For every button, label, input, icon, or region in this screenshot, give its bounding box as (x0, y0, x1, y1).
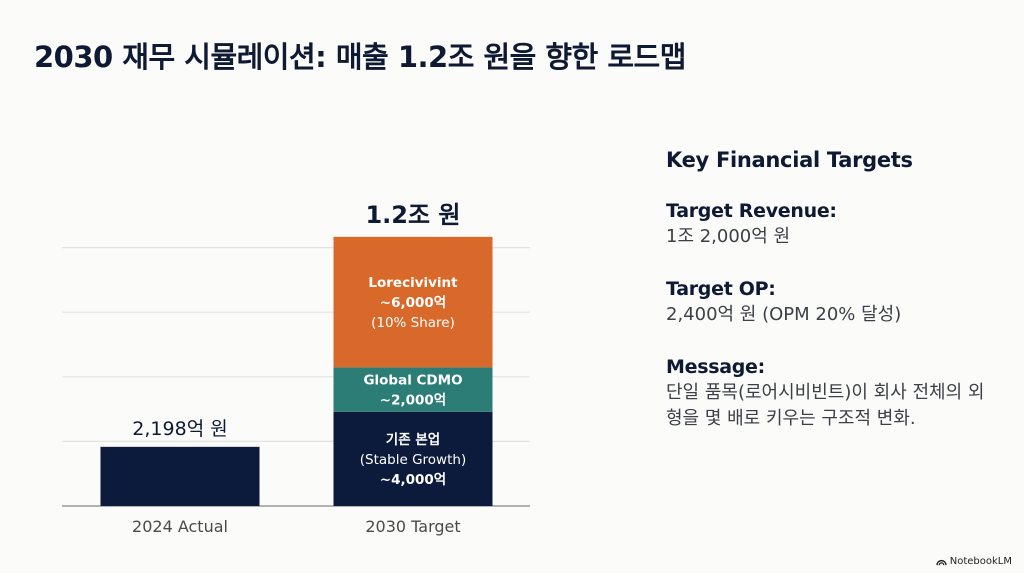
target-op-label: Target OP: (666, 278, 776, 300)
x-tick-label: 2030 Target (365, 517, 460, 536)
targets-heading: Key Financial Targets (666, 148, 913, 172)
target-revenue-label: Target Revenue: (666, 200, 837, 222)
notebooklm-watermark: NotebookLM (936, 556, 1012, 567)
segment-label: ~2,000억 (380, 393, 446, 409)
bar-total-label: 1.2조 원 (365, 201, 460, 229)
segment-label: Global CDMO (363, 373, 462, 389)
segment-label: ~6,000억 (380, 295, 446, 311)
key-financial-targets: Key Financial Targets Target Revenue: 1조… (666, 148, 1006, 432)
target-revenue-block: Target Revenue: 1조 2,000억 원 (666, 198, 1006, 250)
message-block: Message: 단일 품목(로어시비빈트)이 회사 전체의 외형을 몇 배로 … (666, 354, 1006, 432)
segment-label: ~4,000억 (380, 472, 446, 488)
notebooklm-logo-icon (936, 559, 947, 566)
message-label: Message: (666, 356, 765, 378)
target-op-value: 2,400억 원 (OPM 20% 달성) (666, 304, 902, 325)
bar-segment (333, 367, 493, 412)
target-op-block: Target OP: 2,400억 원 (OPM 20% 달성) (666, 276, 1006, 328)
segment-label: Lorecivivint (368, 275, 458, 291)
target-revenue-value: 1조 2,000억 원 (666, 226, 791, 247)
bar-segment (100, 446, 260, 506)
page-title: 2030 재무 시뮬레이션: 매출 1.2조 원을 향한 로드맵 (34, 40, 686, 74)
message-value: 단일 품목(로어시비빈트)이 회사 전체의 외형을 몇 배로 키우는 구조적 변… (666, 382, 985, 429)
bar-total-label: 2,198억 원 (132, 418, 227, 440)
segment-label: (10% Share) (371, 315, 455, 331)
revenue-bar-chart: 2,198억 원 2024 Actual 기존 본업 (Stable Growth) ~… (62, 201, 530, 536)
segment-label: 기존 본업 (386, 432, 440, 448)
bar-segment (333, 411, 493, 506)
x-tick-label: 2024 Actual (132, 517, 228, 536)
segment-label: (Stable Growth) (360, 452, 466, 468)
brand-name: NotebookLM (949, 556, 1012, 567)
bar-segment (333, 236, 493, 368)
